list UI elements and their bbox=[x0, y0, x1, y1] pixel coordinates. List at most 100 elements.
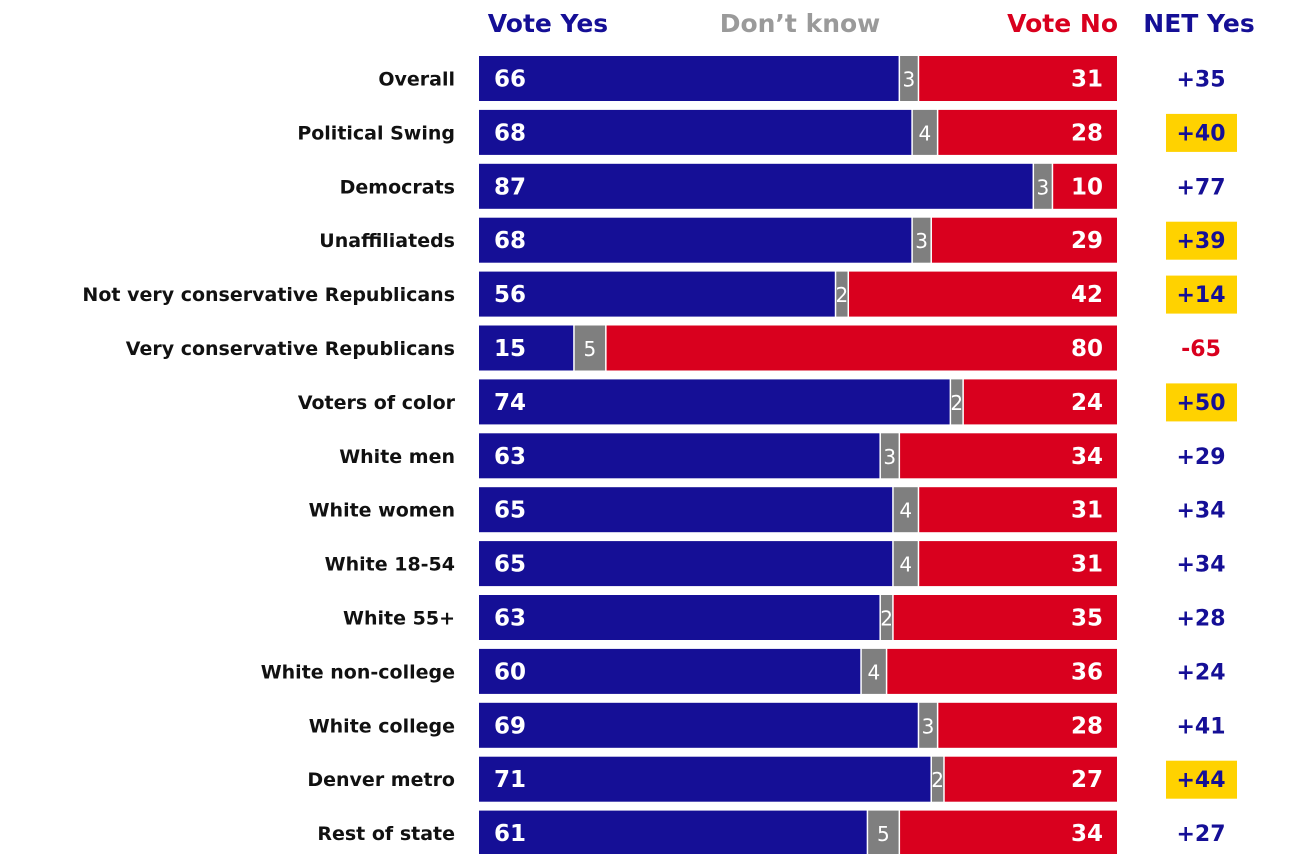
net-yes-value: +34 bbox=[1176, 553, 1225, 578]
bar-vote-no bbox=[963, 379, 1117, 425]
category-label: Voters of color bbox=[298, 392, 456, 414]
category-label: White women bbox=[309, 500, 455, 522]
header-net-yes: NET Yes bbox=[1143, 9, 1254, 38]
bar-vote-no bbox=[931, 217, 1117, 263]
net-highlight bbox=[1166, 113, 1237, 152]
bar-row: White 18-54 65 4 31 +34 bbox=[325, 541, 1226, 587]
bar-dont-know bbox=[836, 271, 848, 317]
header-dont-know: Don’t know bbox=[720, 9, 881, 38]
value-label-dont-know: 3 bbox=[903, 68, 916, 92]
bar-dont-know bbox=[912, 109, 937, 155]
value-label-vote-yes: 65 bbox=[494, 552, 526, 578]
net-highlight bbox=[1166, 221, 1237, 260]
category-label: Political Swing bbox=[297, 122, 455, 144]
bar-dont-know bbox=[1034, 163, 1052, 209]
value-label-vote-yes: 68 bbox=[494, 120, 526, 146]
bar-vote-yes bbox=[479, 756, 931, 802]
bar-row: Rest of state 61 5 34 +27 bbox=[317, 810, 1226, 854]
category-label: White college bbox=[309, 715, 455, 737]
net-highlight bbox=[1166, 760, 1237, 799]
net-yes-value: +24 bbox=[1176, 660, 1225, 685]
value-label-vote-no: 24 bbox=[1071, 390, 1103, 416]
bar-vote-yes bbox=[479, 541, 893, 587]
value-label-dont-know: 4 bbox=[867, 660, 880, 684]
net-highlight bbox=[1166, 275, 1237, 314]
bar-row: Very conservative Republicans 15 5 80 -65 bbox=[126, 325, 1221, 371]
net-yes-value: +50 bbox=[1176, 391, 1225, 416]
value-label-dont-know: 4 bbox=[899, 553, 912, 577]
bar-rows: Overall 66 3 31 +35 Political Swing 68 4 28 +40 De… bbox=[82, 56, 1237, 854]
net-yes-value: +35 bbox=[1176, 68, 1225, 93]
net-yes-value: +14 bbox=[1176, 283, 1225, 308]
bar-row: Voters of color 74 2 24 +50 bbox=[298, 379, 1237, 425]
bar-vote-yes bbox=[479, 109, 912, 155]
net-yes-value: +29 bbox=[1176, 445, 1225, 470]
bar-dont-know bbox=[951, 379, 963, 425]
value-label-dont-know: 4 bbox=[918, 121, 931, 145]
value-label-dont-know: 4 bbox=[899, 499, 912, 523]
value-label-vote-yes: 61 bbox=[494, 821, 526, 847]
value-label-vote-yes: 87 bbox=[494, 174, 526, 200]
net-yes-value: -65 bbox=[1181, 337, 1221, 362]
value-label-dont-know: 5 bbox=[877, 822, 890, 846]
bar-vote-yes bbox=[479, 325, 574, 371]
bar-dont-know bbox=[919, 702, 937, 748]
value-label-vote-no: 42 bbox=[1071, 282, 1103, 308]
value-label-vote-yes: 15 bbox=[494, 336, 526, 362]
bar-dont-know bbox=[912, 217, 931, 263]
value-label-dont-know: 2 bbox=[880, 607, 893, 631]
bar-vote-no bbox=[919, 487, 1117, 533]
bar-dont-know bbox=[893, 487, 918, 533]
value-label-dont-know: 2 bbox=[836, 283, 849, 307]
bar-vote-no bbox=[849, 271, 1117, 317]
bar-dont-know bbox=[880, 433, 899, 479]
header-vote-no: Vote No bbox=[1007, 9, 1118, 38]
value-label-dont-know: 2 bbox=[950, 391, 963, 415]
bar-vote-no bbox=[900, 433, 1117, 479]
bar-row: Unaffiliateds 68 3 29 +39 bbox=[319, 217, 1237, 263]
category-label: White non-college bbox=[261, 661, 455, 683]
bar-vote-yes bbox=[479, 379, 950, 425]
bar-row: White college 69 3 28 +41 bbox=[309, 702, 1226, 748]
value-label-vote-no: 36 bbox=[1071, 659, 1103, 685]
value-label-vote-yes: 68 bbox=[494, 228, 526, 254]
bar-vote-yes bbox=[479, 163, 1033, 209]
value-label-dont-know: 3 bbox=[883, 445, 896, 469]
value-label-vote-no: 80 bbox=[1071, 336, 1103, 362]
net-yes-value: +34 bbox=[1176, 499, 1225, 524]
bar-row: Democrats 87 3 10 +77 bbox=[340, 163, 1226, 209]
category-label: Denver metro bbox=[307, 769, 455, 791]
bar-vote-yes bbox=[479, 595, 880, 640]
bar-vote-yes bbox=[479, 648, 861, 694]
bar-vote-yes bbox=[479, 271, 835, 317]
bar-dont-know bbox=[574, 325, 606, 371]
value-label-vote-no: 29 bbox=[1071, 228, 1103, 254]
category-label: White men bbox=[339, 446, 455, 468]
bar-dont-know bbox=[893, 541, 918, 587]
bar-row: White men 63 3 34 +29 bbox=[339, 433, 1226, 479]
value-label-dont-know: 5 bbox=[584, 337, 597, 361]
category-label: Rest of state bbox=[317, 823, 455, 845]
bar-vote-yes bbox=[479, 217, 912, 263]
category-label: White 18-54 bbox=[325, 554, 455, 576]
bar-vote-yes bbox=[479, 702, 918, 748]
value-label-vote-yes: 56 bbox=[494, 282, 526, 308]
bar-row: Not very conservative Republicans 56 2 42 +1… bbox=[82, 271, 1237, 317]
bar-dont-know bbox=[861, 648, 886, 694]
category-label: Unaffiliateds bbox=[319, 230, 455, 252]
bar-vote-no bbox=[944, 756, 1117, 802]
value-label-vote-yes: 71 bbox=[494, 767, 526, 793]
value-label-vote-yes: 65 bbox=[494, 498, 526, 524]
value-label-vote-yes: 66 bbox=[494, 67, 526, 93]
value-label-vote-no: 31 bbox=[1071, 552, 1103, 578]
bar-vote-no bbox=[919, 541, 1117, 587]
net-yes-value: +77 bbox=[1176, 175, 1225, 200]
bar-vote-no bbox=[893, 595, 1117, 640]
bar-dont-know bbox=[880, 595, 893, 640]
net-yes-value: +27 bbox=[1176, 822, 1225, 847]
bar-vote-yes bbox=[479, 487, 893, 533]
bar-vote-no bbox=[919, 56, 1117, 101]
bar-vote-no bbox=[887, 648, 1117, 694]
value-label-vote-no: 34 bbox=[1071, 821, 1103, 847]
bar-vote-yes bbox=[479, 56, 899, 101]
